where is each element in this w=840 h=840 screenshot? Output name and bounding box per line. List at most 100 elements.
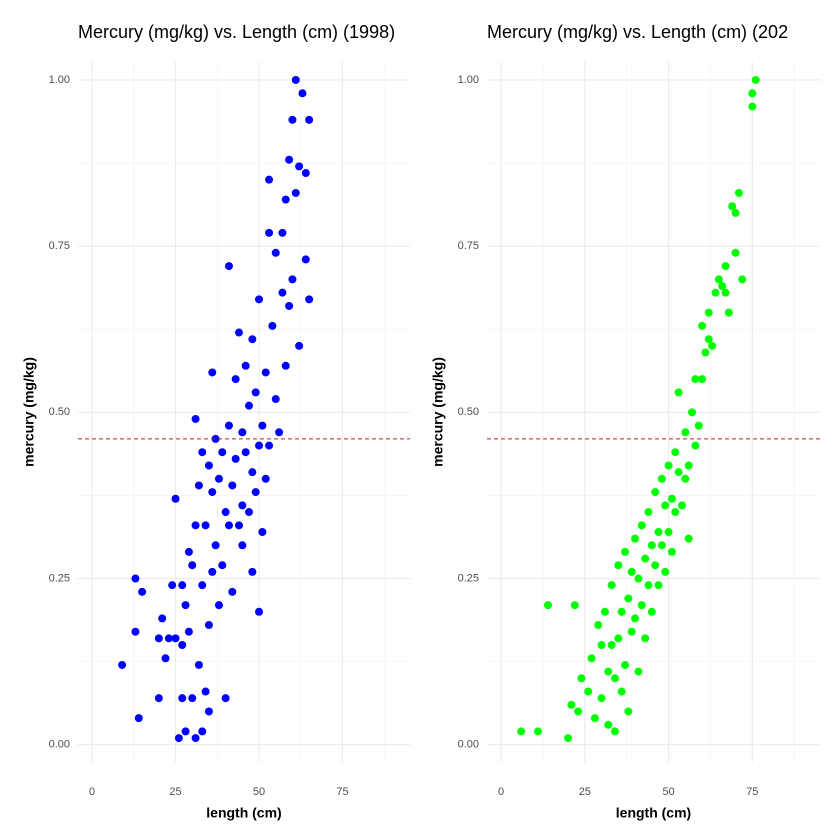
point: [178, 581, 187, 590]
point: [614, 634, 623, 643]
point: [298, 89, 307, 98]
point: [245, 401, 254, 410]
point: [600, 607, 609, 616]
point: [251, 488, 260, 497]
point: [154, 634, 163, 643]
point: [305, 115, 314, 124]
point: [188, 694, 197, 703]
point: [637, 601, 646, 610]
point: [714, 275, 723, 284]
point: [751, 75, 760, 84]
y-tick-label: 1.00: [458, 74, 479, 86]
point: [661, 567, 670, 576]
y-tick-label: 0.25: [49, 572, 70, 584]
y-axis-title: mercury (mg/kg): [21, 357, 37, 467]
point: [268, 321, 277, 330]
point: [228, 481, 237, 490]
point: [234, 328, 243, 337]
point: [271, 395, 280, 404]
point: [654, 527, 663, 536]
point: [211, 434, 220, 443]
point: [228, 587, 237, 596]
point: [231, 375, 240, 384]
point: [224, 521, 233, 530]
y-tick-label: 0.25: [458, 572, 479, 584]
point: [184, 627, 193, 636]
point: [607, 581, 616, 590]
point: [681, 428, 690, 437]
point: [291, 75, 300, 84]
point: [634, 667, 643, 676]
point: [281, 195, 290, 204]
point: [543, 601, 552, 610]
point: [191, 521, 200, 530]
point: [610, 674, 619, 683]
point: [278, 228, 287, 237]
point: [218, 561, 227, 570]
point: [631, 614, 640, 623]
point: [728, 202, 737, 211]
point: [265, 228, 274, 237]
point: [661, 501, 670, 510]
point: [704, 308, 713, 317]
point: [564, 734, 573, 743]
point: [221, 694, 230, 703]
point: [275, 428, 284, 437]
point: [238, 501, 247, 510]
point: [654, 581, 663, 590]
point: [178, 641, 187, 650]
point: [208, 488, 217, 497]
x-axis-title: length (cm): [616, 805, 691, 821]
point: [641, 634, 650, 643]
point: [198, 448, 207, 457]
point: [224, 421, 233, 430]
point: [288, 275, 297, 284]
point: [517, 727, 526, 736]
point: [671, 508, 680, 517]
point: [621, 547, 630, 556]
point: [621, 660, 630, 669]
point: [694, 421, 703, 430]
point: [597, 641, 606, 650]
point: [178, 694, 187, 703]
point: [570, 601, 579, 610]
point: [677, 501, 686, 510]
point: [161, 654, 170, 663]
point: [238, 428, 247, 437]
point: [657, 474, 666, 483]
point: [214, 474, 223, 483]
point: [584, 687, 593, 696]
point: [724, 308, 733, 317]
point: [731, 248, 740, 257]
point: [688, 408, 697, 417]
point: [533, 727, 542, 736]
point: [614, 561, 623, 570]
point: [684, 534, 693, 543]
point: [285, 301, 294, 310]
point: [204, 621, 213, 630]
point: [594, 621, 603, 630]
point: [131, 627, 140, 636]
point: [255, 441, 264, 450]
point: [647, 607, 656, 616]
point: [255, 295, 264, 304]
point: [624, 707, 633, 716]
chart-title: Mercury (mg/kg) vs. Length (cm) (202: [487, 22, 788, 42]
point: [301, 169, 310, 178]
point: [610, 727, 619, 736]
point: [211, 541, 220, 550]
point: [181, 601, 190, 610]
point: [647, 541, 656, 550]
point: [295, 341, 304, 350]
y-tick-label: 0.00: [49, 739, 70, 751]
x-tick-label: 50: [662, 786, 674, 798]
point: [191, 414, 200, 423]
point: [718, 282, 727, 291]
point: [657, 541, 666, 550]
point: [171, 634, 180, 643]
point: [691, 441, 700, 450]
point: [164, 634, 173, 643]
point: [664, 461, 673, 470]
point: [224, 262, 233, 271]
